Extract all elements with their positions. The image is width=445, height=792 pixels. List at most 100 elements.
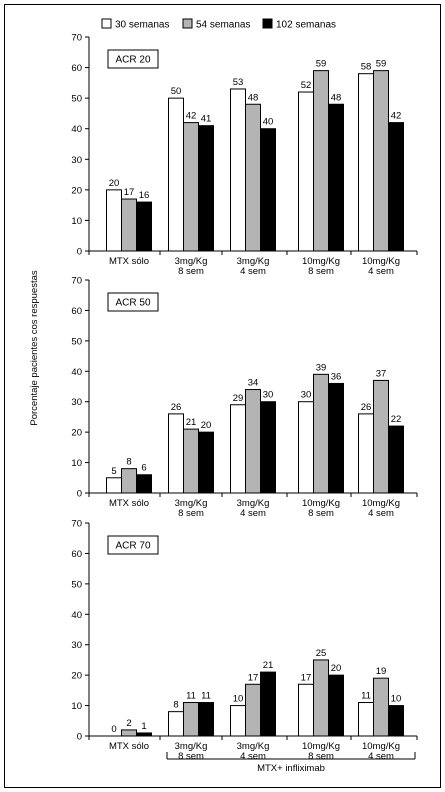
- bar-102-semanas: [260, 671, 276, 737]
- bar-value-label: 25: [316, 648, 327, 659]
- bar-54-semanas: [183, 702, 199, 737]
- bar-value-label: 20: [331, 663, 342, 674]
- category-label: 3mg/Kg: [237, 741, 270, 752]
- bar-102-semanas: [328, 382, 344, 494]
- bar-54-semanas: [373, 379, 389, 494]
- bar-value-label: 40: [263, 117, 274, 128]
- bar-value-label: 21: [186, 417, 197, 428]
- category-label: 8 sem: [178, 751, 204, 762]
- category-label: MTX sólo: [109, 256, 149, 267]
- panel-title-frame: [107, 535, 159, 555]
- bar-54-semanas: [245, 103, 261, 252]
- bar-30-semanas: [298, 683, 314, 737]
- bar-102-semanas: [136, 474, 152, 494]
- y-tick-label: 70: [71, 519, 82, 530]
- category-label: 8 sem: [308, 751, 334, 762]
- y-tick-label: 60: [71, 549, 82, 560]
- bar-54-semanas: [313, 659, 329, 737]
- legend-swatch-30-semanas: [101, 18, 112, 29]
- category-label: 4 sem: [240, 266, 266, 277]
- y-axis-label: Porcentaje pacientes cos respuestas: [29, 270, 40, 426]
- bar-value-label: 0: [111, 724, 116, 735]
- bar-30-semanas: [358, 413, 374, 494]
- y-tick-label: 70: [71, 33, 82, 44]
- y-tick-label: 0: [77, 489, 82, 500]
- bar-value-label: 37: [376, 368, 387, 379]
- category-label: 3mg/Kg: [237, 256, 270, 267]
- y-tick-label: 40: [71, 367, 82, 378]
- bar-value-label: 29: [233, 393, 244, 404]
- bar-54-semanas: [373, 70, 389, 252]
- legend-label-54-semanas: 54 semanas: [196, 20, 250, 31]
- bar-value-label: 11: [201, 691, 211, 702]
- bar-value-label: 10: [391, 694, 402, 705]
- panel-title-box: ACR 70: [107, 535, 159, 555]
- bar-102-semanas: [198, 702, 214, 737]
- bar-102-semanas: [388, 425, 404, 494]
- bar-54-semanas: [183, 428, 199, 494]
- legend-label-30-semanas: 30 semanas: [115, 20, 169, 31]
- legend-swatch-54-semanas: [182, 18, 193, 29]
- bar-102-semanas: [388, 122, 404, 252]
- bar-54-semanas: [373, 677, 389, 737]
- bar-value-label: 11: [361, 691, 371, 702]
- bar-30-semanas: [358, 73, 374, 252]
- bar-value-label: 22: [391, 414, 402, 425]
- category-label: 8 sem: [308, 508, 334, 519]
- group-label: MTX+ infliximab: [257, 763, 325, 774]
- y-tick-label: 30: [71, 397, 82, 408]
- y-tick-label: 60: [71, 63, 82, 74]
- bar-value-label: 59: [316, 59, 327, 70]
- bar-value-label: 26: [171, 402, 182, 413]
- bar-102-semanas: [198, 431, 214, 494]
- panel-title-box: ACR 20: [107, 49, 159, 69]
- category-label: 4 sem: [368, 266, 394, 277]
- bar-54-semanas: [183, 122, 199, 252]
- y-tick-label: 50: [71, 579, 82, 590]
- bar-30-semanas: [168, 97, 184, 252]
- bar-54-semanas: [121, 729, 137, 737]
- bar-value-label: 17: [248, 672, 259, 683]
- bar-value-label: 8: [126, 457, 131, 468]
- bar-value-label: 39: [316, 362, 327, 373]
- y-tick-label: 10: [71, 458, 82, 469]
- category-label: 3mg/Kg: [175, 498, 208, 509]
- bar-value-label: 42: [186, 111, 197, 122]
- category-label: 4 sem: [240, 508, 266, 519]
- category-label: MTX sólo: [109, 741, 149, 752]
- bar-102-semanas: [260, 401, 276, 494]
- legend-swatch-102-semanas: [262, 18, 273, 29]
- category-label: 10mg/Kg: [362, 256, 400, 267]
- y-tick-label: 40: [71, 610, 82, 621]
- bar-30-semanas: [230, 404, 246, 494]
- bar-54-semanas: [245, 683, 261, 737]
- legend-label-102-semanas: 102 semanas: [276, 20, 336, 31]
- y-tick-label: 50: [71, 336, 82, 347]
- category-label: 10mg/Kg: [362, 498, 400, 509]
- panel-title-frame: [107, 49, 159, 69]
- bar-value-label: 2: [126, 718, 131, 729]
- category-label: 8 sem: [178, 266, 204, 277]
- category-label: 3mg/Kg: [237, 498, 270, 509]
- category-label: 10mg/Kg: [362, 741, 400, 752]
- bar-value-label: 19: [376, 666, 387, 677]
- category-label: 10mg/Kg: [302, 741, 340, 752]
- bar-value-label: 59: [376, 59, 387, 70]
- bar-value-label: 30: [301, 390, 312, 401]
- y-tick-label: 20: [71, 428, 82, 439]
- bar-102-semanas: [260, 128, 276, 252]
- bar-value-label: 5: [111, 466, 116, 477]
- bar-30-semanas: [230, 88, 246, 252]
- panel-title: ACR 20: [115, 55, 150, 66]
- panel-title-frame: [107, 292, 159, 312]
- bar-102-semanas: [136, 201, 152, 252]
- bar-54-semanas: [245, 389, 261, 494]
- bar-value-label: 30: [263, 390, 274, 401]
- bar-value-label: 6: [141, 463, 146, 474]
- category-label: 3mg/Kg: [175, 256, 208, 267]
- category-label: 4 sem: [368, 508, 394, 519]
- bar-value-label: 34: [248, 378, 259, 389]
